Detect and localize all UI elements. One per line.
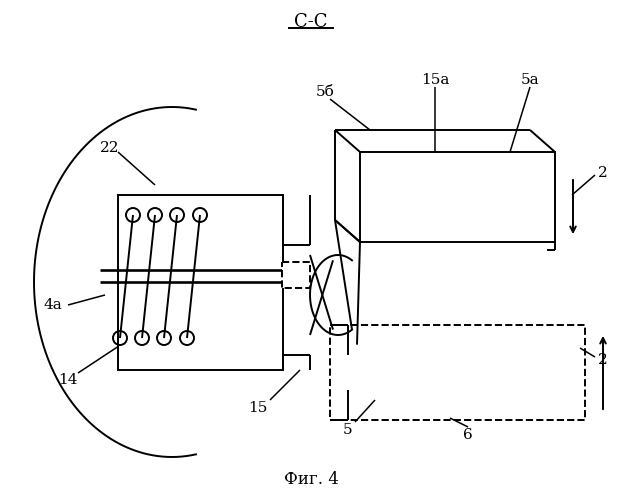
Text: 5: 5 [343, 423, 353, 437]
Text: 15а: 15а [421, 73, 449, 87]
Text: 6: 6 [463, 428, 473, 442]
Bar [282, 262, 310, 288]
Text: 5б: 5б [315, 85, 334, 99]
Text: 15: 15 [248, 401, 268, 415]
Bar [330, 325, 585, 420]
Text: 5а: 5а [520, 73, 539, 87]
Text: 14: 14 [58, 373, 78, 387]
Text: 4а: 4а [43, 298, 62, 312]
Text: 2: 2 [598, 353, 608, 367]
Text: 22: 22 [100, 141, 120, 155]
Bar [118, 195, 283, 370]
Text: 2: 2 [598, 166, 608, 180]
Text: Фиг. 4: Фиг. 4 [284, 472, 338, 488]
Text: С-С: С-С [294, 13, 328, 31]
Bar [360, 152, 555, 242]
